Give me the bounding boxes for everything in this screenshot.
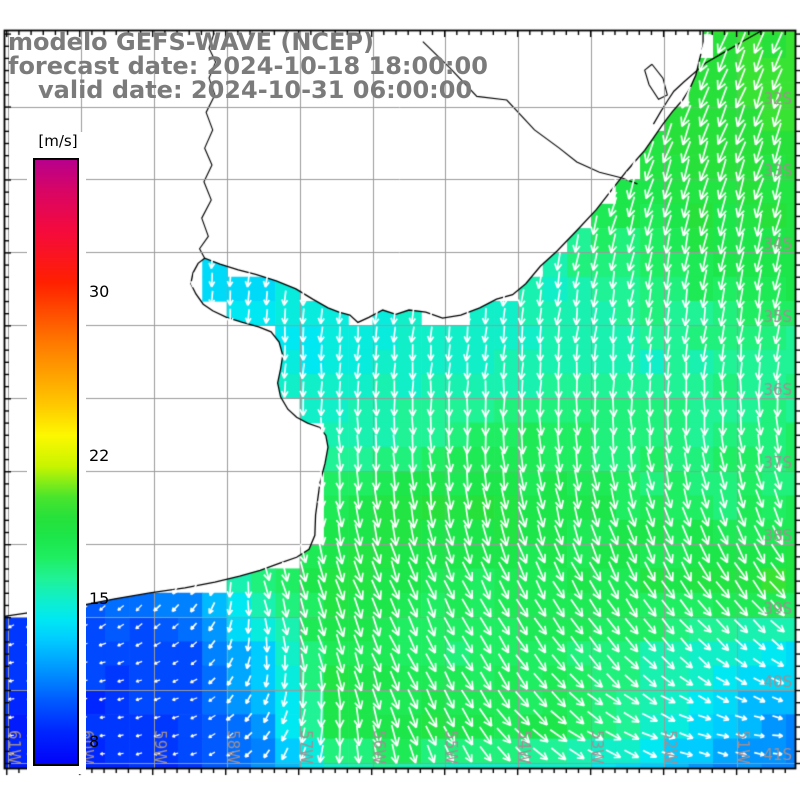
colorbar-tick-label: 22 xyxy=(89,446,110,465)
colorbar-unit-label: [m/s] xyxy=(38,132,78,150)
colorbar-tick-label: 30 xyxy=(89,282,110,301)
colorbar-tick-label: 8 xyxy=(89,732,100,751)
colorbar: [m/s] 30 22 15 8 xyxy=(27,132,109,774)
colorbar-tick-label: 15 xyxy=(89,589,110,608)
colorbar-gradient xyxy=(33,158,79,766)
